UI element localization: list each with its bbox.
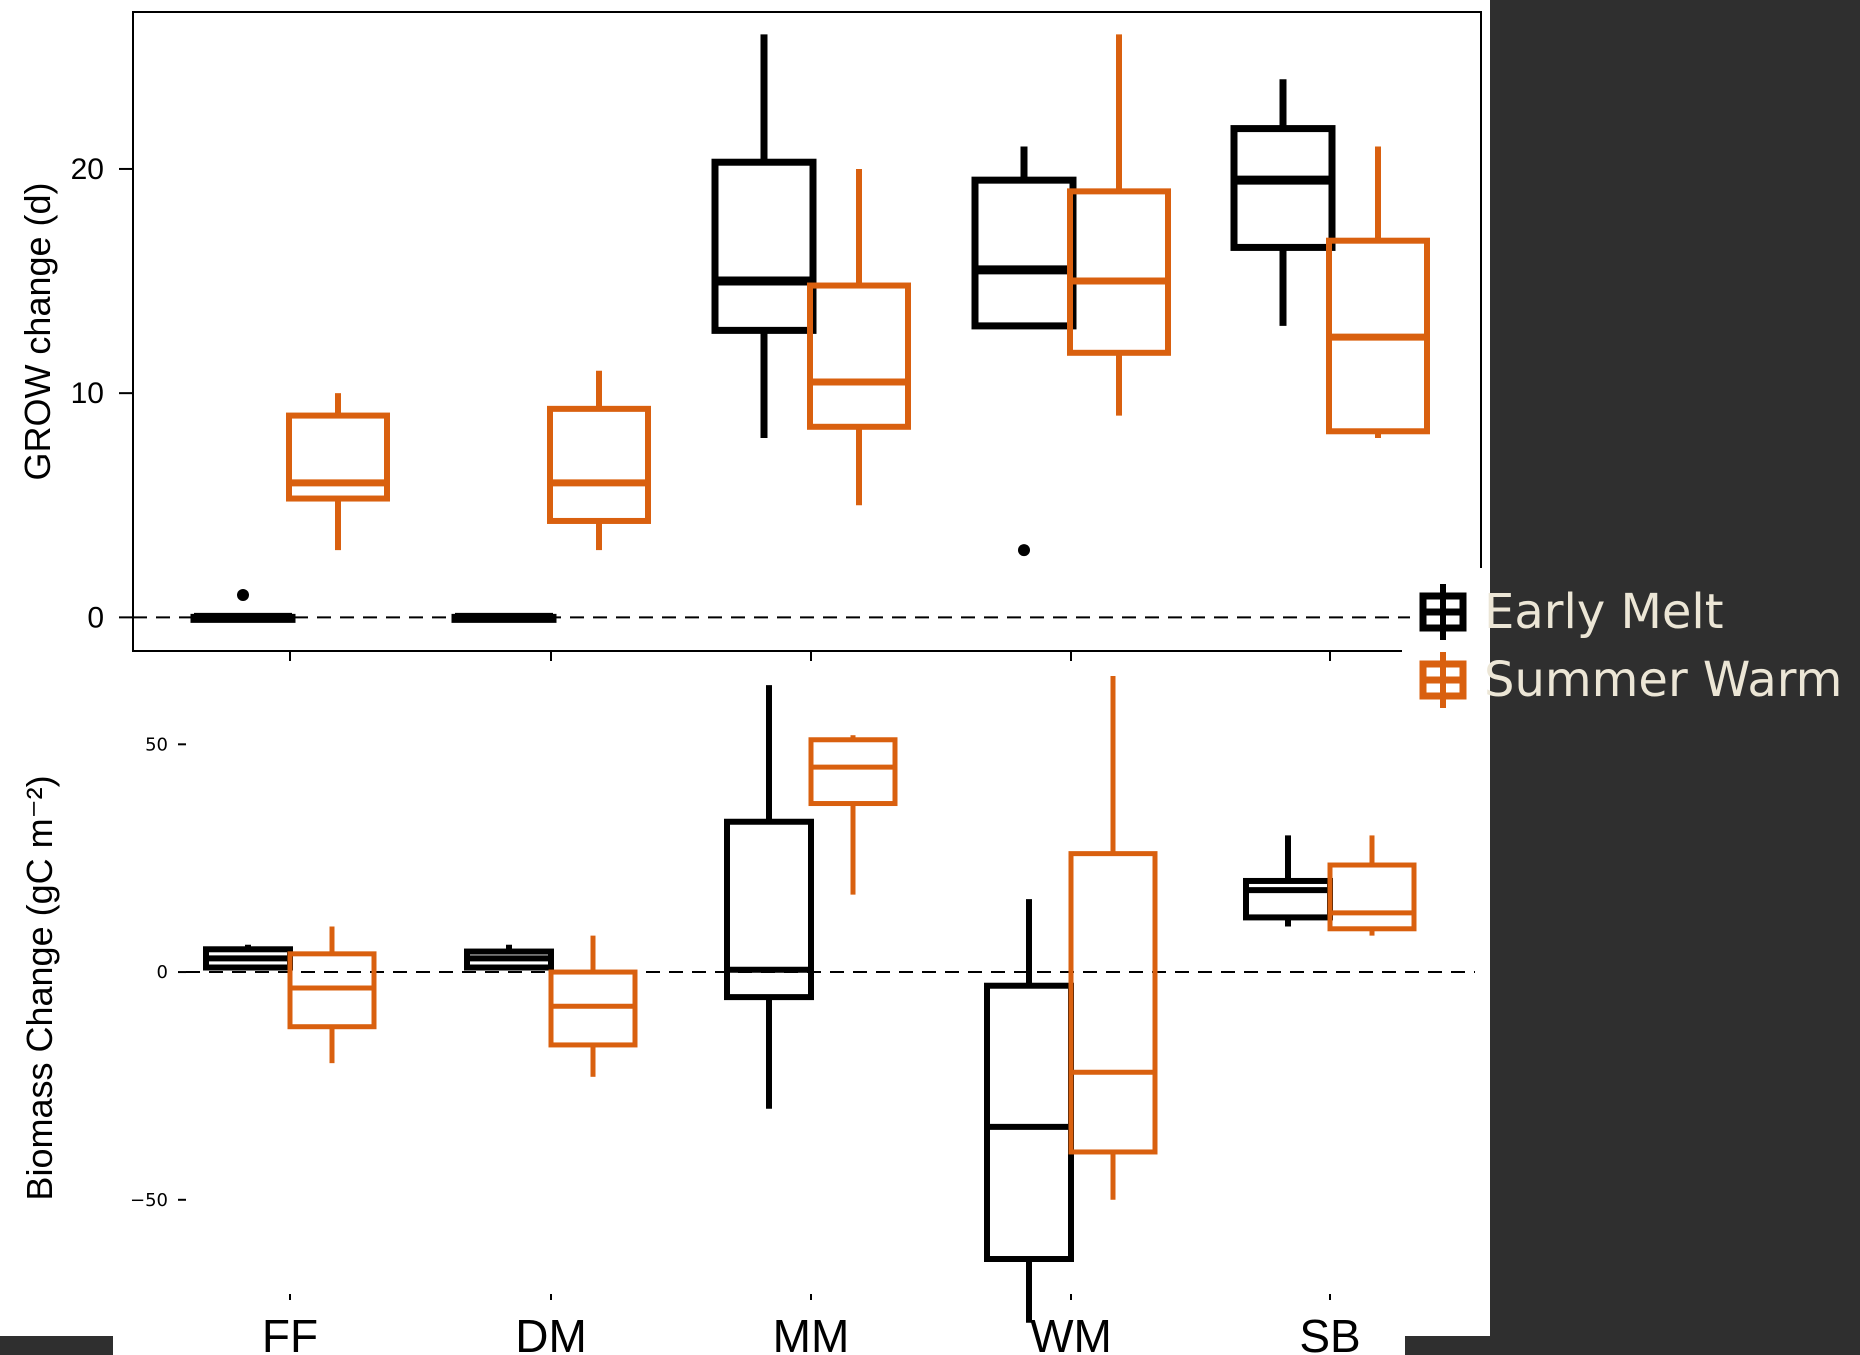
box bbox=[808, 737, 898, 807]
dark-side-panel bbox=[1490, 0, 1860, 1355]
box bbox=[1067, 188, 1171, 356]
y-tick-label: 0 bbox=[87, 601, 104, 634]
legend-label-summer-warm: Summer Warm bbox=[1484, 652, 1843, 708]
x-category-label: SB bbox=[1299, 1310, 1360, 1355]
legend-key-early-melt bbox=[1419, 584, 1467, 640]
legend-item-early-melt: Early Melt bbox=[1418, 578, 1842, 646]
y-tick-label: 50 bbox=[145, 734, 168, 755]
legend-item-summer-warm: Summer Warm bbox=[1418, 646, 1842, 714]
bottom-dark-strip-left bbox=[0, 1336, 113, 1355]
box bbox=[286, 412, 390, 502]
y-tick-label: 0 bbox=[157, 962, 168, 983]
outlier-point bbox=[1018, 544, 1030, 557]
bottom-dark-strip-right bbox=[1405, 1336, 1505, 1355]
box bbox=[711, 158, 817, 334]
y-axis-title: Biomass Change (gC m⁻²) bbox=[19, 775, 60, 1200]
grow-change-panel: 0 10 20 GROW change (d) bbox=[17, 11, 1492, 661]
y-tick-label: 10 bbox=[71, 377, 104, 410]
x-category-label: FF bbox=[262, 1310, 318, 1355]
outlier-point bbox=[237, 588, 249, 601]
legend: Early Melt Summer Warm bbox=[1418, 578, 1842, 714]
box bbox=[984, 982, 1074, 1263]
y-tick-label: −50 bbox=[130, 1190, 168, 1211]
biomass-change-panel: −50 0 50 Biomass Change (gC m⁻²) bbox=[19, 676, 1475, 1323]
box bbox=[724, 818, 814, 1001]
x-category-label: DM bbox=[515, 1310, 587, 1355]
x-category-label: WM bbox=[1030, 1310, 1112, 1355]
box bbox=[547, 405, 651, 524]
box bbox=[1230, 125, 1336, 251]
box bbox=[807, 282, 911, 430]
y-tick-label: 20 bbox=[71, 153, 104, 186]
legend-label-early-melt: Early Melt bbox=[1484, 584, 1724, 640]
y-axis-title: GROW change (d) bbox=[17, 182, 58, 480]
box bbox=[1327, 862, 1417, 932]
plot-frame bbox=[132, 11, 1482, 652]
box bbox=[1243, 877, 1333, 921]
x-category-label: MM bbox=[773, 1310, 850, 1355]
x-category-labels: FF DM MM WM SB bbox=[262, 1294, 1361, 1355]
box bbox=[971, 176, 1077, 330]
legend-key-summer-warm bbox=[1419, 652, 1467, 708]
box bbox=[1068, 851, 1158, 1155]
